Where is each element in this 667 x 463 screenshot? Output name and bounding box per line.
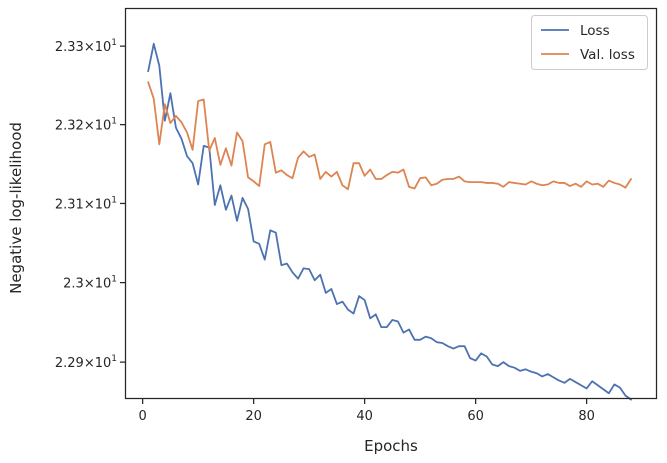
legend-box xyxy=(531,15,648,70)
x-tick-label: 80 xyxy=(578,409,595,424)
x-tick-label: 60 xyxy=(467,409,484,424)
y-axis-ticks: 2.29×101 2.3×101 2.31×101 2.32×101 2.33×101 xyxy=(55,38,126,371)
y-tick-label: 2.33×101 xyxy=(55,38,117,55)
y-tick-label: 2.32×101 xyxy=(55,117,117,134)
x-axis-ticks: 0 20 40 60 80 xyxy=(139,398,595,424)
x-axis-label: Epochs xyxy=(364,437,418,455)
y-tick-label: 2.3×101 xyxy=(63,275,117,292)
x-tick-label: 0 xyxy=(139,409,147,424)
x-tick-label: 40 xyxy=(356,409,373,424)
y-tick-label: 2.31×101 xyxy=(55,195,117,212)
legend-label-loss: Loss xyxy=(580,23,610,39)
series-lines xyxy=(147,42,632,401)
x-tick-label: 20 xyxy=(245,409,262,424)
legend-label-val-loss: Val. loss xyxy=(580,47,635,63)
series-line-val-loss xyxy=(147,81,632,191)
y-axis-label: Negative log-likelihood xyxy=(7,122,25,294)
series-line-loss xyxy=(147,42,632,401)
legend: Loss Val. loss xyxy=(531,15,648,70)
y-tick-label: 2.29×101 xyxy=(55,354,117,371)
